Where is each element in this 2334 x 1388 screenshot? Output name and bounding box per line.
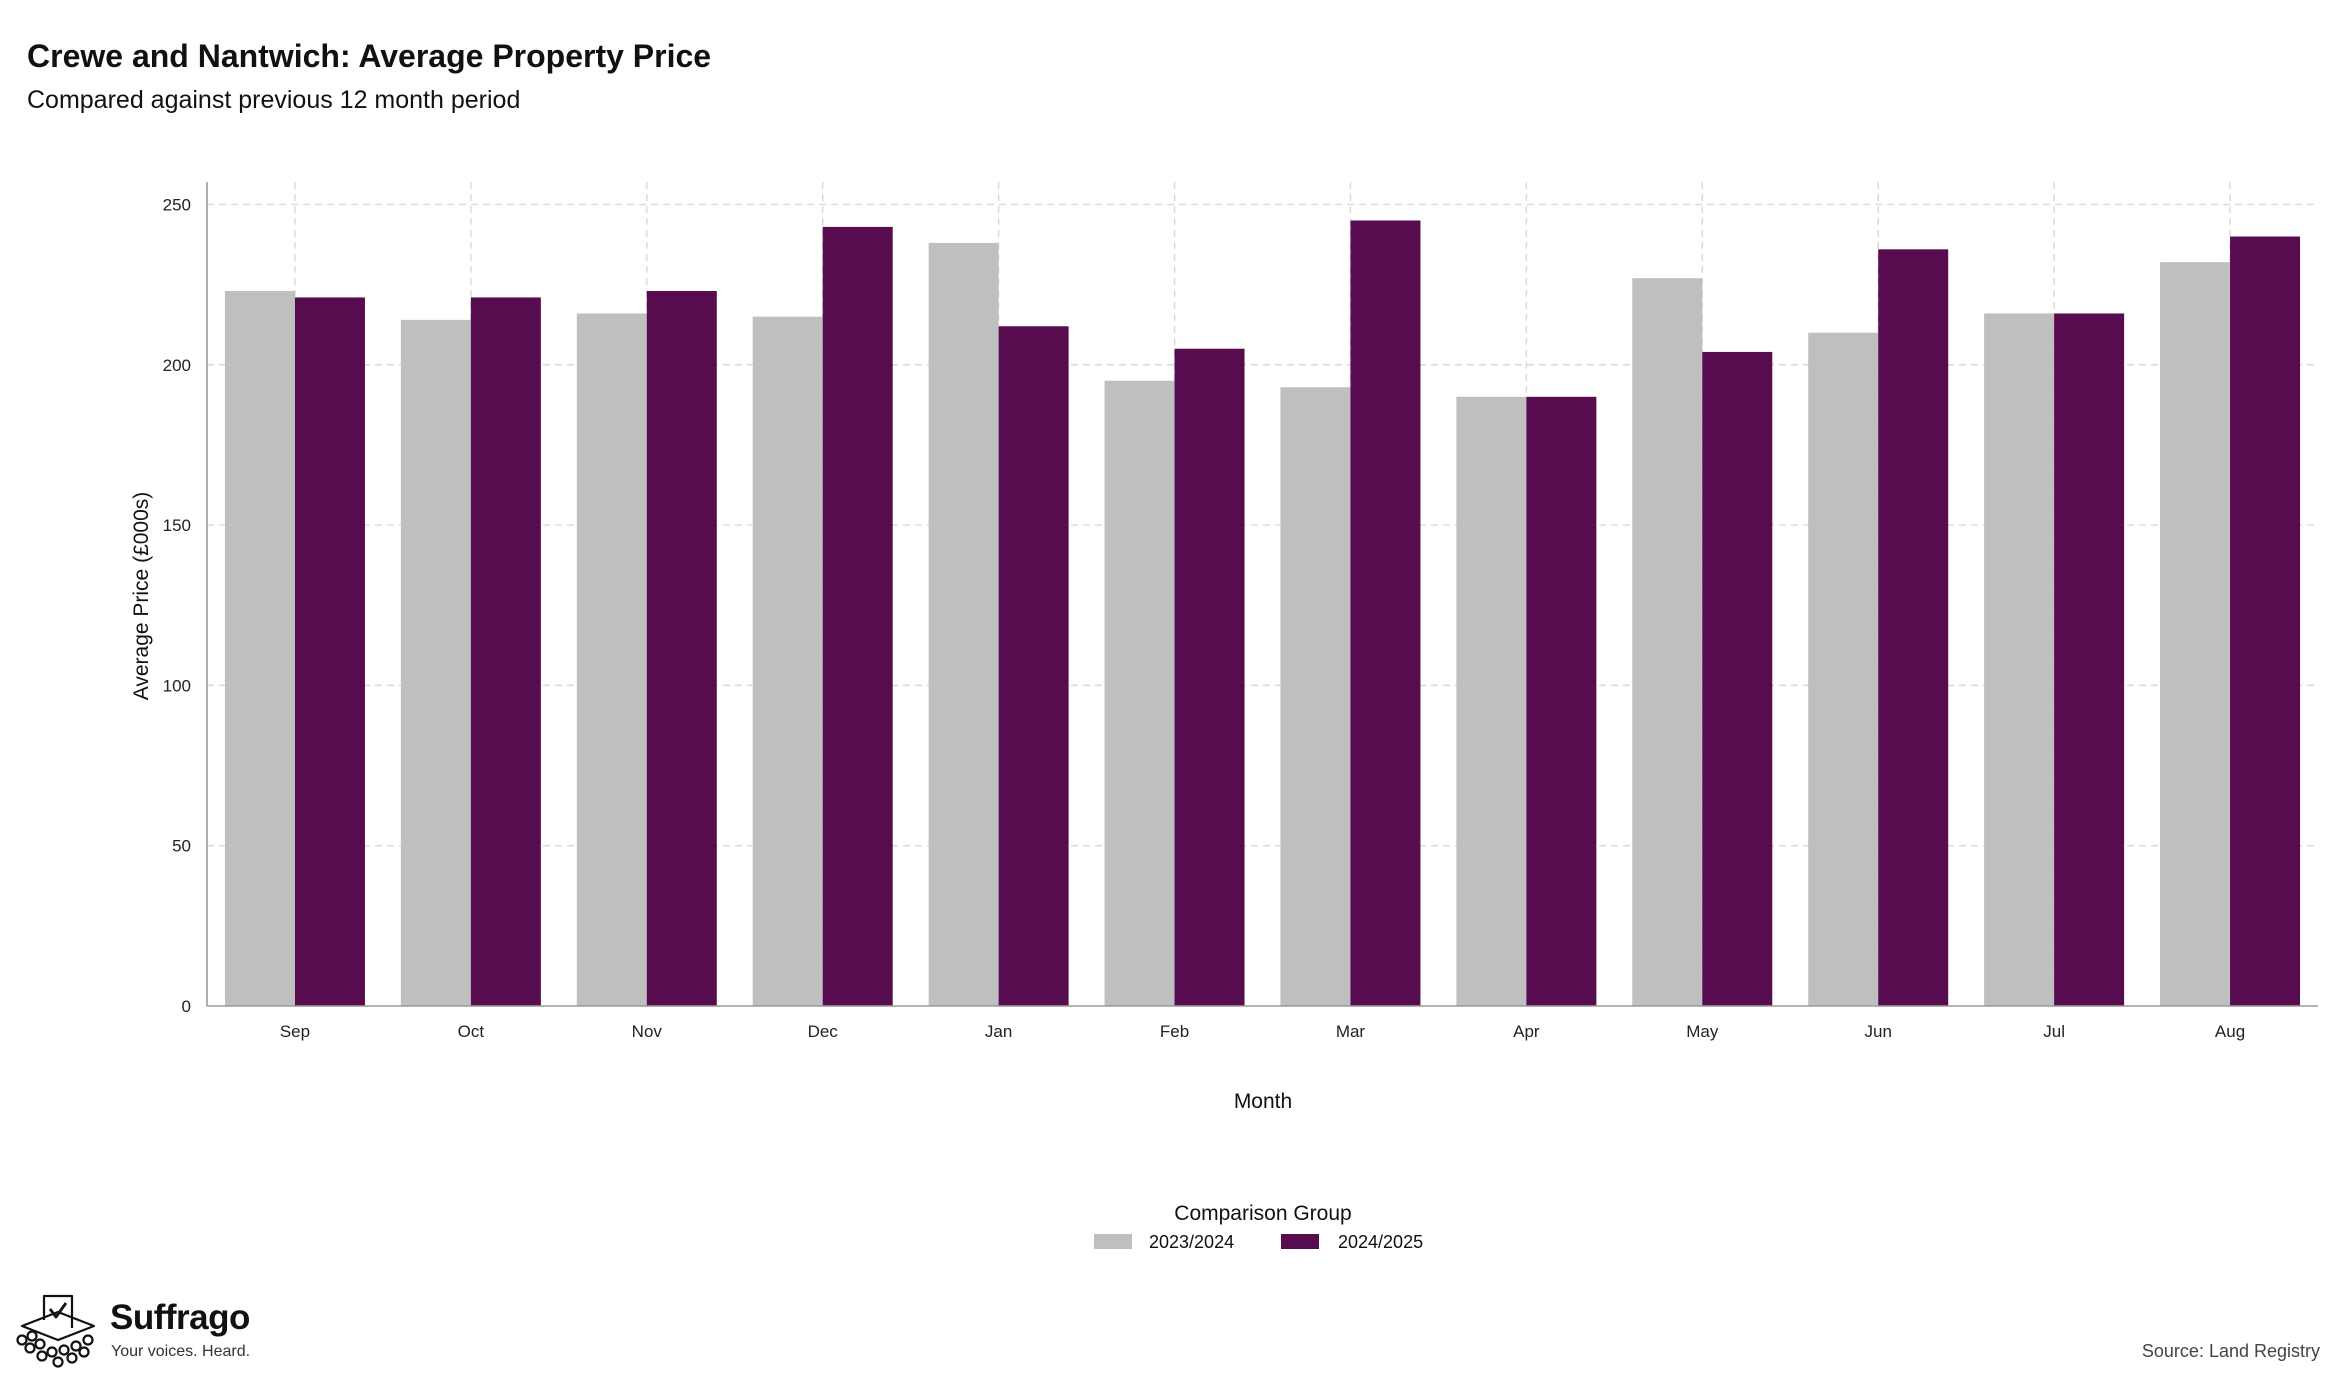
x-tick-label: May [1686, 1022, 1719, 1041]
legend-label-2023-2024: 2023/2024 [1149, 1232, 1234, 1252]
chart-subtitle: Compared against previous 12 month perio… [27, 86, 521, 114]
bar-2023-2024-nov [576, 313, 647, 1006]
bar-2024-2025-oct [470, 297, 541, 1006]
legend-title: Comparison Group [1174, 1202, 1351, 1225]
bar-2024-2025-feb [1174, 348, 1245, 1006]
bar-2023-2024-oct [400, 319, 471, 1007]
x-axis-title: Month [1234, 1090, 1292, 1113]
bar-2023-2024-jun [1808, 332, 1879, 1006]
y-tick-label: 200 [163, 356, 191, 375]
bar-2024-2025-dec [822, 226, 893, 1007]
y-tick-label: 50 [172, 837, 191, 856]
bar-2024-2025-may [1702, 351, 1773, 1007]
bar-2023-2024-mar [1280, 387, 1351, 1006]
bar-2023-2024-may [1632, 278, 1703, 1006]
y-tick-label: 250 [163, 195, 191, 214]
source-note: Source: Land Registry [2141, 1341, 2320, 1361]
y-tick-label: 100 [163, 676, 191, 695]
x-tick-label: Oct [458, 1022, 485, 1041]
bar-2024-2025-aug [2230, 236, 2301, 1006]
bar-2024-2025-apr [1526, 396, 1597, 1006]
x-tick-label: Feb [1160, 1022, 1189, 1041]
bar-2024-2025-jan [998, 326, 1069, 1006]
bar-2024-2025-mar [1350, 220, 1421, 1006]
axes [206, 182, 2318, 1007]
y-tick-label: 0 [182, 997, 191, 1016]
brand-name: Suffrago [110, 1298, 250, 1337]
x-tick-label: Sep [280, 1022, 310, 1041]
legend: Comparison Group 2023/2024 2024/2025 [1094, 1202, 1423, 1252]
tick-labels: 0 50 100 150 200 250 Sep Oct Nov Dec Jan Feb Mar Apr M… [163, 195, 2246, 1041]
y-tick-label: 150 [163, 516, 191, 535]
ballot-box-icon [16, 1294, 96, 1368]
legend-swatch-2023-2024 [1094, 1234, 1132, 1249]
bar-2023-2024-feb [1104, 380, 1175, 1006]
bar-2023-2024-dec [752, 316, 823, 1006]
bar-2023-2024-sep [224, 291, 295, 1006]
x-tick-label: Aug [2215, 1022, 2245, 1041]
bar-2023-2024-aug [2160, 262, 2231, 1006]
y-axis-title: Average Price (£000s) [130, 492, 153, 701]
bar-2023-2024-jul [1984, 313, 2055, 1006]
chart-title: Crewe and Nantwich: Average Property Pri… [27, 38, 712, 74]
bar-2024-2025-nov [646, 291, 717, 1006]
x-tick-label: Jul [2043, 1022, 2065, 1041]
bar-2024-2025-sep [294, 297, 365, 1006]
x-tick-label: Mar [1336, 1022, 1366, 1041]
legend-swatch-2024-2025 [1281, 1234, 1319, 1249]
bar-2023-2024-apr [1456, 396, 1527, 1006]
bar-2023-2024-jan [928, 242, 999, 1007]
x-tick-label: Dec [808, 1022, 839, 1041]
bar-2024-2025-jul [2054, 313, 2125, 1006]
x-tick-label: Jun [1864, 1022, 1891, 1041]
x-tick-label: Jan [985, 1022, 1012, 1041]
x-tick-label: Apr [1513, 1022, 1540, 1041]
bar-2024-2025-jun [1878, 249, 1949, 1006]
bars [224, 220, 2301, 1007]
brand-tagline: Your voices. Heard. [111, 1343, 251, 1360]
legend-label-2024-2025: 2024/2025 [1338, 1232, 1423, 1252]
x-tick-label: Nov [632, 1022, 663, 1041]
